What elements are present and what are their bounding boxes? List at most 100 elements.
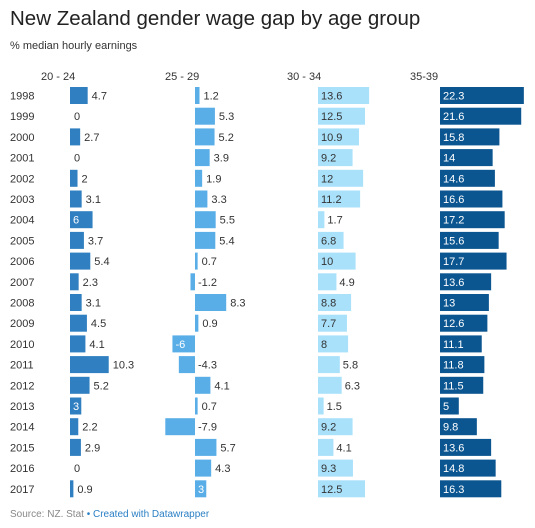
data-label: 14.6: [443, 173, 464, 185]
bar: [440, 128, 500, 146]
data-label: 0: [74, 111, 80, 123]
data-label: 16.3: [443, 484, 464, 496]
year-label: 2006: [10, 256, 34, 268]
data-label: 2.2: [82, 422, 97, 434]
bar: [70, 314, 87, 332]
bar: [318, 211, 325, 229]
data-label: 4.5: [91, 318, 106, 330]
data-label: 11.1: [443, 339, 464, 351]
year-label: 1998: [10, 91, 34, 103]
data-label: 4.7: [92, 91, 107, 103]
data-label: 12.5: [321, 111, 342, 123]
year-label: 2011: [10, 360, 34, 372]
bar: [440, 459, 496, 477]
bar: [195, 397, 198, 415]
bar: [70, 418, 79, 436]
bar: [195, 211, 216, 229]
data-label: 9.2: [321, 422, 336, 434]
bar: [70, 128, 81, 146]
bar: [70, 335, 86, 353]
data-label: 3.9: [214, 153, 229, 165]
year-label: 2000: [10, 132, 34, 144]
bar: [195, 438, 217, 456]
data-label: 14.8: [443, 463, 464, 475]
data-label: 22.3: [443, 91, 464, 103]
data-label: 17.7: [443, 256, 464, 268]
series-header: 35-39: [410, 71, 438, 83]
bar: [70, 480, 74, 498]
series-header: 25 - 29: [165, 71, 199, 83]
bar: [70, 87, 88, 104]
data-label: 6: [73, 215, 79, 227]
data-label: 9.3: [321, 463, 336, 475]
bar: [172, 335, 195, 353]
bar: [440, 211, 505, 229]
data-label: 4.1: [214, 380, 229, 392]
bar: [440, 376, 484, 394]
data-label: 3: [198, 484, 204, 496]
bar: [195, 252, 198, 270]
data-label: 5.2: [219, 132, 234, 144]
data-label: 3: [73, 401, 79, 413]
chart-subtitle: % median hourly earnings: [10, 40, 138, 52]
bar: [440, 107, 522, 125]
series-header: 30 - 34: [287, 71, 321, 83]
bar: [195, 231, 216, 249]
bar: [70, 252, 91, 270]
bar: [318, 107, 365, 125]
bar: [440, 252, 507, 270]
data-label: 17.2: [443, 215, 464, 227]
bar: [70, 438, 81, 456]
data-label: 8: [321, 339, 327, 351]
bar: [318, 294, 352, 311]
data-label: 13.6: [321, 91, 342, 103]
data-label: 15.6: [443, 235, 464, 247]
data-label: 0.9: [77, 484, 92, 496]
bar: [195, 149, 210, 167]
bar: [318, 169, 364, 187]
bar: [70, 190, 82, 208]
data-label: 5.3: [219, 111, 234, 123]
bar: [190, 273, 195, 291]
data-label: 2.9: [85, 442, 100, 454]
datawrapper-credit-link[interactable]: Created with Datawrapper: [93, 509, 210, 520]
bar: [195, 107, 215, 125]
data-label: 1.5: [327, 401, 342, 413]
year-label: 2007: [10, 277, 34, 289]
data-label: 10: [321, 256, 333, 268]
bar: [195, 314, 199, 332]
bar: [70, 376, 90, 394]
data-label: 8.8: [321, 298, 336, 310]
bar: [318, 376, 342, 394]
bar: [318, 314, 347, 332]
data-label: 4.1: [89, 339, 104, 351]
bar: [440, 335, 482, 353]
bar: [195, 169, 203, 187]
series-header: 20 - 24: [41, 71, 75, 83]
bar: [165, 418, 195, 436]
bar: [195, 190, 208, 208]
bar: [195, 480, 207, 498]
bar: [70, 211, 93, 229]
data-label: 11.2: [321, 194, 342, 206]
bar: [70, 231, 84, 249]
bar: [318, 397, 324, 415]
data-label: 10.9: [321, 132, 342, 144]
year-label: 2003: [10, 194, 34, 206]
data-label: 4.3: [215, 463, 230, 475]
bar: [195, 87, 200, 104]
year-label: 2008: [10, 298, 34, 310]
year-label: 2013: [10, 401, 34, 413]
year-label: 2015: [10, 442, 34, 454]
data-label: 0.7: [202, 401, 217, 413]
data-label: 13: [443, 298, 455, 310]
bar: [440, 273, 492, 291]
bar: [70, 273, 79, 291]
bar: [318, 149, 353, 167]
data-label: 13.6: [443, 277, 464, 289]
data-label: 13.6: [443, 442, 464, 454]
data-label: 14: [443, 153, 455, 165]
bar: [178, 356, 195, 374]
chart-title: New Zealand gender wage gap by age group: [10, 7, 421, 30]
data-label: 5.2: [94, 380, 109, 392]
